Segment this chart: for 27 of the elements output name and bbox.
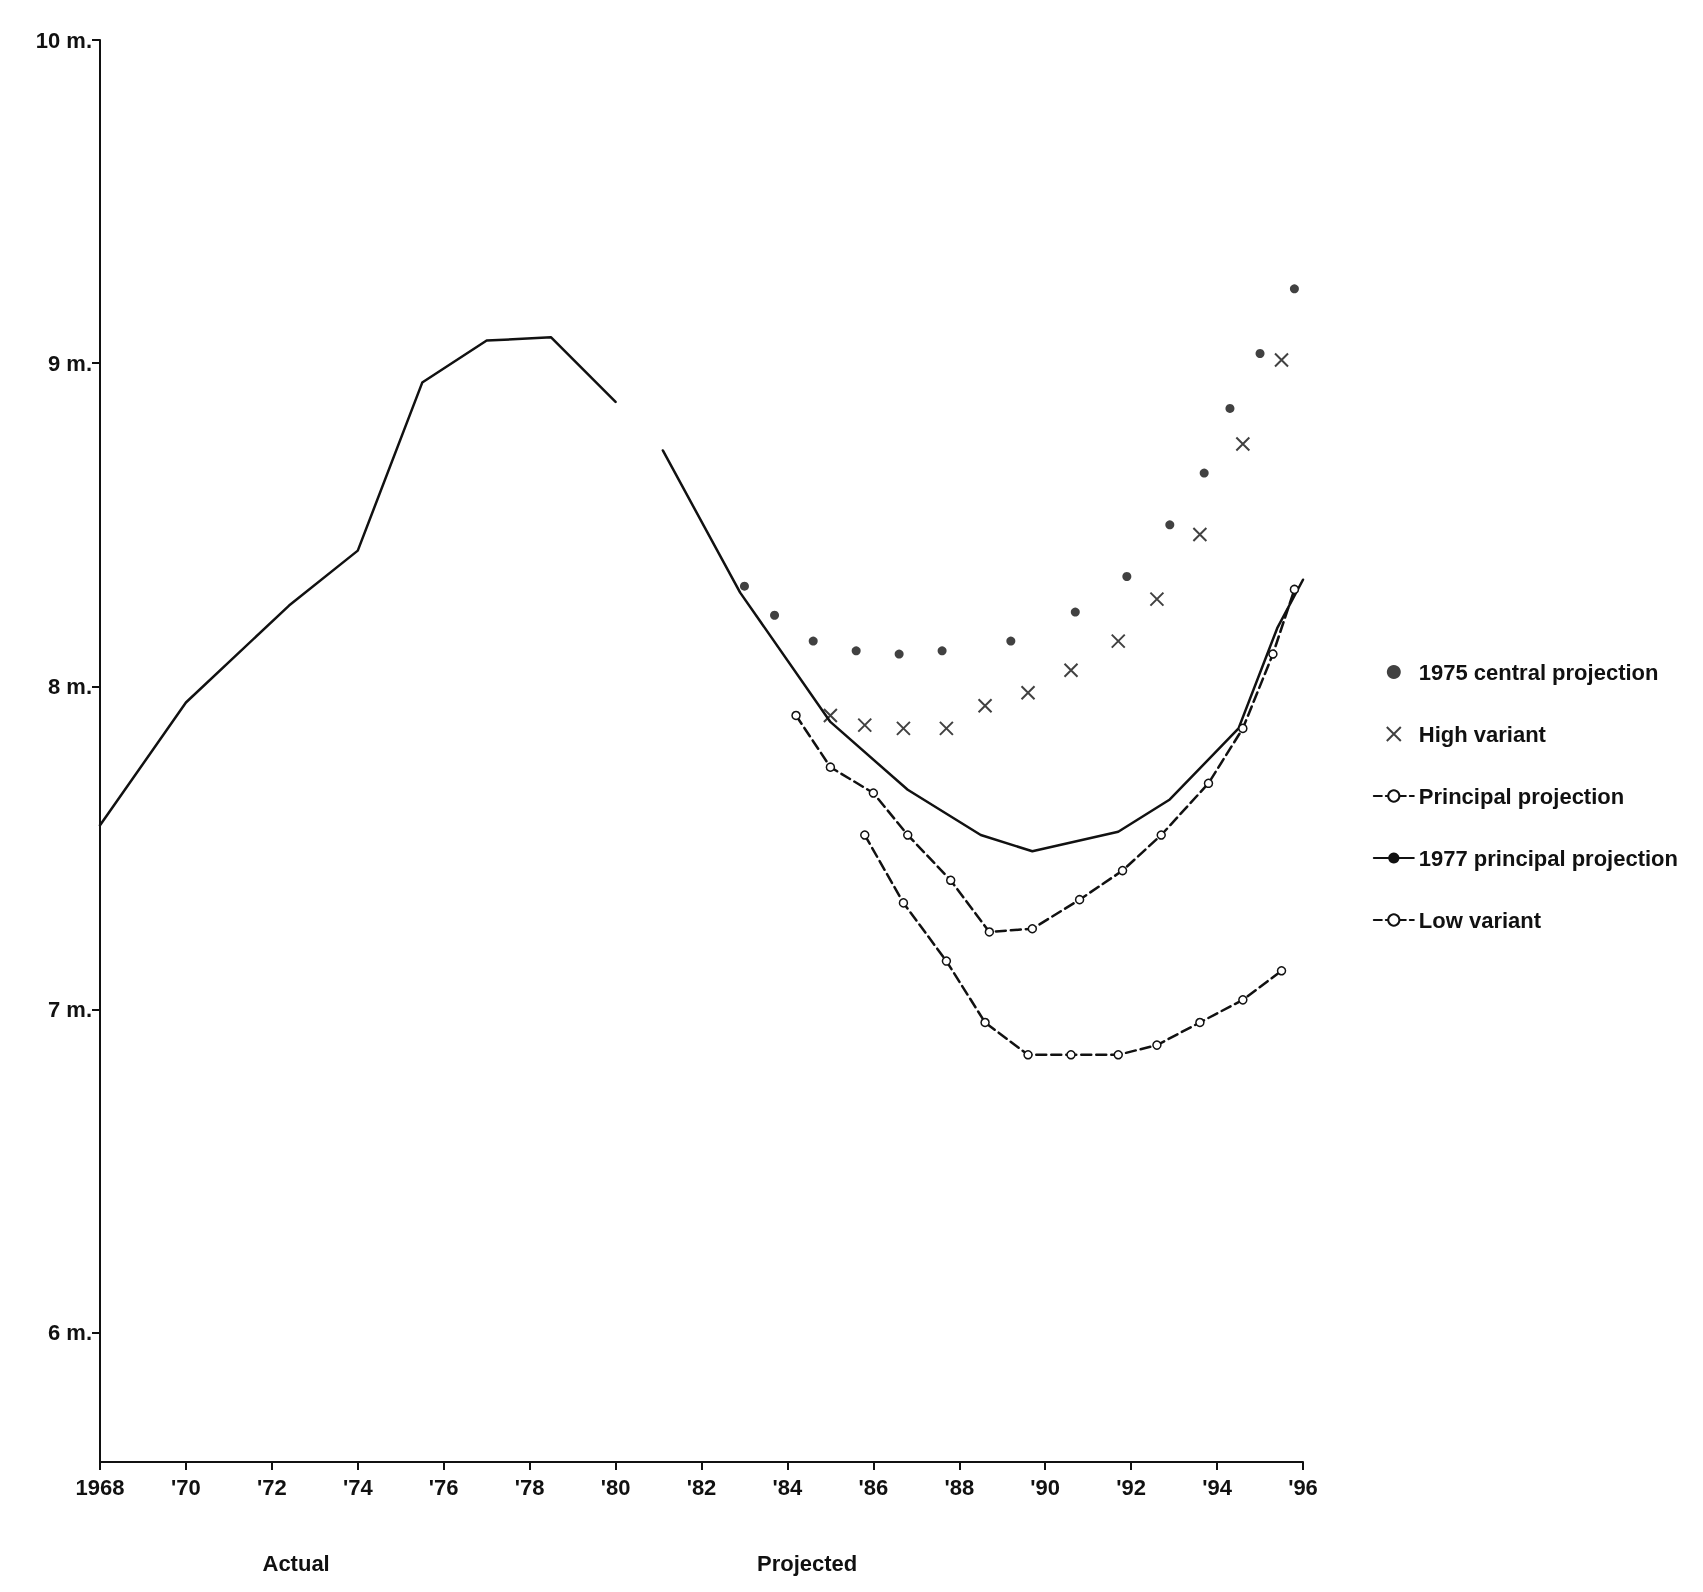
x-tick-label: '82 [686,1474,717,1500]
x-tick-label: '80 [600,1474,631,1500]
text: Projected [757,1550,858,1576]
y-tick-label: 7 m. [47,997,92,1023]
y-tick-label: 6 m. [47,1320,92,1346]
text: Actual [262,1550,330,1576]
x-tick-label: '90 [1030,1474,1061,1500]
y-tick-label: 8 m. [47,673,92,699]
x-tick-label: '70 [171,1474,201,1500]
y-tick-label: 9 m. [47,350,92,376]
x-tick-label: '74 [342,1474,374,1500]
legend-label: Low variant [1418,907,1542,933]
x-tick-label: '78 [514,1474,545,1500]
x-tick-label: '86 [858,1474,889,1500]
x-tick-label: '76 [428,1474,459,1500]
x-tick-label: '96 [1288,1474,1318,1500]
y-tick-label: 10 m. [35,27,92,53]
legend-label: 1975 central projection [1418,659,1659,685]
x-tick-label: '84 [772,1474,804,1500]
x-tick-label: '72 [257,1474,287,1500]
x-tick-label: 1968 [75,1474,125,1500]
x-tick-label: '88 [944,1474,975,1500]
x-tick-label: '92 [1116,1474,1146,1500]
legend-label: Principal projection [1418,783,1625,809]
legend-label: High variant [1418,721,1547,747]
legend-label: 1977 principal projection [1418,845,1678,871]
x-tick-label: '94 [1202,1474,1233,1500]
